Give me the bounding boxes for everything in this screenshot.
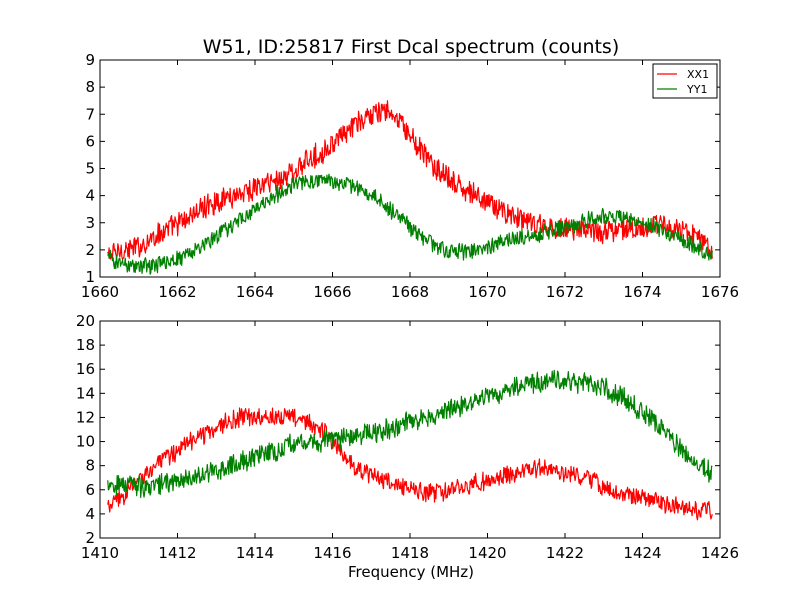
x-tick-label: 1674 [623,283,661,301]
x-tick-label: 1416 [313,544,351,562]
y-tick-label: 4 [85,187,95,205]
x-tick-label: 1418 [391,544,429,562]
plot-area [107,369,713,521]
x-tick-label: 1420 [468,544,506,562]
bottom-spectrum-plot: 1410 1412 1414 1416 1418 1420 1422 1424 14262468… [76,312,739,562]
x-tick-label: 1672 [546,283,584,301]
x-tick-label: 1662 [158,283,196,301]
x-tick-label: 1426 [701,544,739,562]
x-tick-label: 1664 [236,283,274,301]
top-spectrum-plot: 1660 1662 1664 1666 1668 1670 1672 1674 1676 1 2 3 4… [81,51,739,301]
y-tick-label: 1 [85,268,95,286]
legend-box [652,63,718,99]
x-tick-label: 1660 [81,283,119,301]
y-tick-label: 6 [85,132,95,150]
x-tick-label: 1670 [468,283,506,301]
y-tick-label: 10 [76,433,95,451]
y-tick-label: 3 [85,214,95,232]
x-tick-label: 1424 [623,544,661,562]
x-tick-label: 1414 [236,544,274,562]
y-tick-label: 4 [85,505,95,523]
y-tick-label: 8 [85,78,95,96]
y-tick-label: 16 [76,360,95,378]
y-tick-label: 9 [85,51,95,69]
y-tick-label: 14 [76,384,95,402]
axes-frame [99,59,721,278]
series-line-green [107,369,713,499]
legend-label: YY1 [686,83,707,96]
x-axis-label: Frequency (MHz) [348,563,474,581]
y-tick-label: 18 [76,336,95,354]
y-tick-label: 20 [76,312,95,330]
y-tick-label: 8 [85,457,95,475]
legend-label: XX1 [687,68,709,81]
x-tick-label: 1668 [391,283,429,301]
axes-frame [99,320,721,539]
y-tick-label: 12 [76,408,95,426]
y-tick-label: 2 [85,241,95,259]
y-tick-label: 6 [85,481,95,499]
y-tick-label: 7 [85,105,95,123]
x-tick-label: 1666 [313,283,351,301]
x-tick-label: 1412 [158,544,196,562]
x-tick-label: 1410 [81,544,119,562]
series-line-yy1 [107,173,713,275]
series-line-red [107,407,713,521]
y-tick-label: 5 [85,160,95,178]
y-tick-label: 2 [85,529,95,547]
x-tick-label: 1422 [546,544,584,562]
chart-title: W51, ID:25817 First Dcal spectrum (count… [203,36,620,58]
x-tick-label: 1676 [701,283,739,301]
series-line-xx1 [107,100,713,261]
plot-area [107,100,713,275]
